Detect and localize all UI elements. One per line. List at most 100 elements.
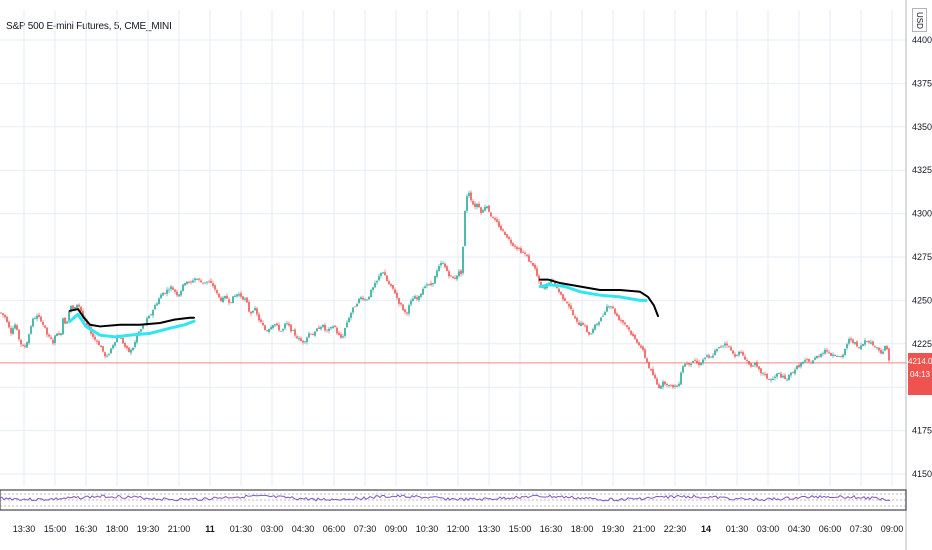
- candle-body: [256, 308, 258, 315]
- candle-body: [280, 330, 282, 332]
- candle-body: [218, 293, 220, 298]
- x-tick-label: 15:00: [509, 524, 532, 534]
- candle-body: [338, 332, 340, 336]
- candle-body: [382, 272, 384, 274]
- candle-body: [56, 333, 58, 337]
- candle-body: [344, 328, 346, 336]
- candle-body: [592, 329, 594, 333]
- candle-body: [582, 322, 584, 325]
- candle-body: [688, 363, 690, 365]
- candle-body: [466, 196, 468, 211]
- candle-body: [526, 254, 528, 256]
- candle-body: [260, 319, 262, 323]
- candle-body: [566, 301, 568, 304]
- candle-body: [198, 278, 200, 280]
- candle-body: [240, 293, 242, 297]
- candle-body: [704, 357, 706, 359]
- candle-body: [216, 290, 218, 294]
- candle-body: [870, 342, 872, 344]
- candle-body: [266, 330, 268, 332]
- candle-body: [862, 343, 864, 346]
- candle-body: [660, 385, 662, 389]
- candle-body: [568, 303, 570, 307]
- x-tick-label: 21:00: [633, 524, 656, 534]
- x-tick-label: 01:30: [230, 524, 253, 534]
- y-tick-label: 4375.00: [912, 78, 932, 88]
- candle-body: [224, 296, 226, 299]
- candle-body: [292, 330, 294, 332]
- candle-body: [262, 322, 264, 326]
- candle-body: [632, 333, 634, 337]
- candle-body: [618, 315, 620, 321]
- candle-body: [196, 279, 198, 280]
- candle-body: [214, 285, 216, 290]
- candle-body: [312, 334, 314, 336]
- candle-body: [26, 342, 28, 348]
- candle-body: [470, 192, 472, 201]
- candle-body: [580, 323, 582, 327]
- candle-body: [874, 346, 876, 348]
- candle-body: [180, 290, 182, 296]
- candle-body: [490, 212, 492, 217]
- candle-body: [622, 320, 624, 323]
- y-tick-label: 4250.00: [912, 295, 932, 305]
- candle-body: [480, 207, 482, 213]
- candle-body: [528, 255, 530, 262]
- rsi-pane: [0, 489, 907, 511]
- candle-body: [620, 320, 622, 321]
- candle-body: [72, 305, 74, 309]
- x-tick-label: 13:30: [13, 524, 36, 534]
- candle-body: [440, 263, 442, 266]
- candle-body: [732, 350, 734, 354]
- candle-body: [872, 341, 874, 346]
- candle-body: [774, 376, 776, 378]
- x-tick-label: 18:00: [106, 524, 129, 534]
- candle-body: [322, 324, 324, 328]
- candle-body: [844, 348, 846, 355]
- candle-body: [828, 352, 830, 354]
- candle-body: [36, 315, 38, 319]
- candle-body: [624, 322, 626, 325]
- candle-body: [882, 351, 884, 354]
- candle-body: [640, 345, 642, 348]
- candle-body: [194, 278, 196, 281]
- candle-body: [290, 324, 292, 332]
- candle-body: [318, 327, 320, 329]
- candle-body: [142, 325, 144, 329]
- candle-body: [70, 305, 72, 311]
- candle-body: [424, 286, 426, 289]
- candle-body: [222, 297, 224, 303]
- candle-body: [590, 333, 592, 335]
- candle-body: [106, 355, 108, 357]
- candle-body: [614, 308, 616, 314]
- candle-body: [748, 360, 750, 365]
- candle-body: [630, 330, 632, 335]
- candle-body: [642, 346, 644, 350]
- candle-body: [162, 293, 164, 296]
- candle-body: [482, 210, 484, 213]
- candle-body: [42, 321, 44, 325]
- x-tick-label: 04:30: [292, 524, 315, 534]
- candle-body: [362, 297, 364, 300]
- candle-body: [816, 356, 818, 359]
- last-price-badge: 4214.00 04:13: [908, 353, 932, 395]
- candle-body: [288, 323, 290, 326]
- candle-body: [24, 345, 26, 347]
- candle-body: [834, 355, 836, 356]
- candle-body: [120, 338, 122, 339]
- candle-body: [524, 252, 526, 254]
- candle-body: [698, 362, 700, 366]
- candle-body: [596, 323, 598, 325]
- candle-body: [402, 304, 404, 311]
- currency-label[interactable]: USD: [912, 8, 927, 32]
- candle-body: [446, 266, 448, 272]
- candle-body: [538, 275, 540, 282]
- candle-body: [728, 345, 730, 347]
- candle-body: [160, 294, 162, 299]
- chart-title: S&P 500 E-mini Futures, 5, CME_MINI: [6, 21, 172, 32]
- vwap-band-lower-2: [538, 283, 648, 302]
- candle-body: [184, 283, 186, 286]
- x-tick-label: 16:30: [540, 524, 563, 534]
- candle-body: [174, 289, 176, 292]
